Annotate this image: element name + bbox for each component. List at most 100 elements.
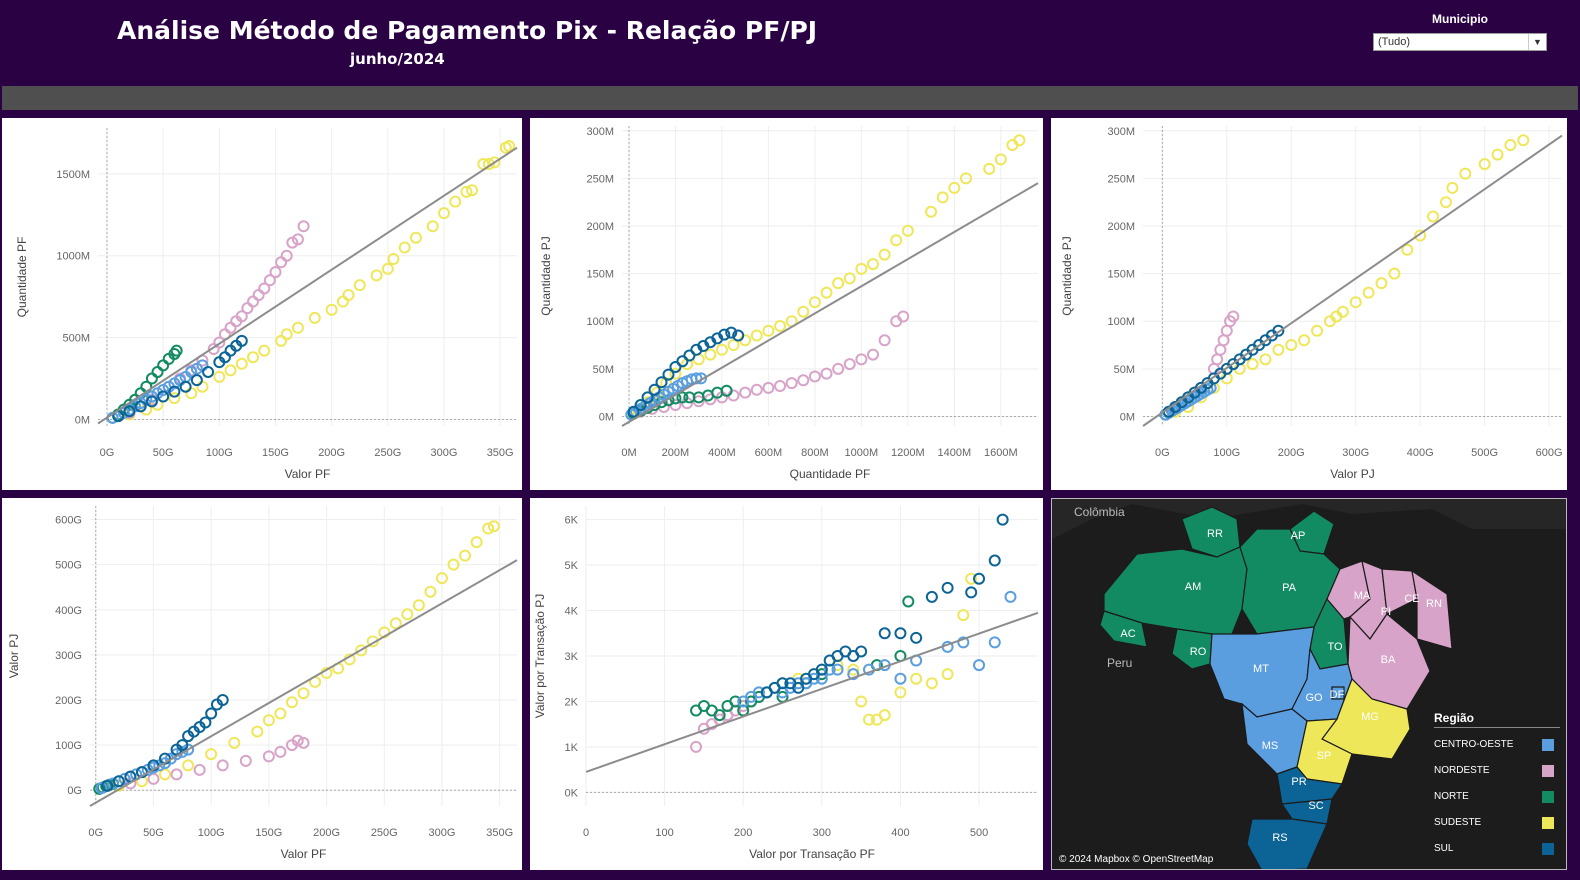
legend-item-sul[interactable]: SUL — [1434, 836, 1560, 862]
data-point-nordeste[interactable] — [216, 759, 229, 772]
data-point-nordeste[interactable] — [1227, 310, 1240, 323]
data-point-sudeste[interactable] — [1517, 134, 1530, 147]
legend-item-sudeste[interactable]: SUDESTE — [1434, 810, 1560, 836]
data-point-sul[interactable] — [965, 586, 978, 599]
data-point-sudeste[interactable] — [1414, 229, 1427, 242]
data-point-nordeste[interactable] — [297, 736, 310, 749]
data-point-sul[interactable] — [112, 775, 125, 788]
data-point-centro-oeste[interactable] — [894, 672, 907, 685]
data-point-sudeste[interactable] — [370, 269, 383, 282]
data-point-sudeste[interactable] — [353, 279, 366, 292]
state-ac[interactable] — [1099, 610, 1148, 648]
data-point-sudeste[interactable] — [948, 181, 961, 194]
data-point-sudeste[interactable] — [936, 191, 949, 204]
state-ro[interactable] — [1171, 628, 1213, 670]
data-point-nordeste[interactable] — [258, 282, 271, 295]
data-point-sul[interactable] — [627, 405, 640, 418]
data-point-sudeste[interactable] — [1298, 334, 1311, 347]
data-point-sudeste[interactable] — [342, 289, 355, 302]
data-point-nordeste[interactable] — [252, 289, 265, 302]
data-point-nordeste[interactable] — [170, 768, 183, 781]
data-point-sul[interactable] — [894, 627, 907, 640]
data-point-sudeste[interactable] — [704, 348, 717, 361]
data-point-sudeste[interactable] — [1439, 196, 1452, 209]
data-point-sudeste[interactable] — [262, 714, 275, 727]
data-point-sudeste[interactable] — [488, 156, 501, 169]
data-point-sudeste[interactable] — [205, 748, 218, 761]
data-point-sudeste[interactable] — [797, 305, 810, 318]
trend-line[interactable] — [621, 182, 1039, 427]
data-point-sudeste[interactable] — [389, 617, 402, 630]
data-point-nordeste[interactable] — [878, 334, 891, 347]
data-point-sudeste[interactable] — [401, 608, 414, 621]
data-point-sudeste[interactable] — [1285, 339, 1298, 352]
data-point-sudeste[interactable] — [412, 599, 425, 612]
data-point-sul[interactable] — [202, 365, 215, 378]
data-point-sudeste[interactable] — [251, 725, 264, 738]
data-point-sudeste[interactable] — [941, 668, 954, 681]
data-point-nordeste[interactable] — [820, 367, 833, 380]
data-point-sul[interactable] — [641, 391, 654, 404]
data-point-sudeste[interactable] — [1504, 139, 1517, 152]
data-point-sul[interactable] — [157, 390, 170, 403]
data-point-centro-oeste[interactable] — [95, 781, 108, 794]
data-point-nordeste[interactable] — [750, 383, 763, 396]
data-point-sudeste[interactable] — [959, 172, 972, 185]
data-point-centro-oeste[interactable] — [807, 672, 820, 685]
data-point-sul[interactable] — [732, 329, 745, 342]
data-point-sudeste[interactable] — [274, 707, 287, 720]
data-point-sudeste[interactable] — [280, 328, 293, 341]
data-point-sudeste[interactable] — [1259, 353, 1272, 366]
data-point-norte[interactable] — [151, 365, 164, 378]
data-point-sudeste[interactable] — [847, 663, 860, 676]
data-point-sudeste[interactable] — [994, 153, 1007, 166]
scatter-valor-pf-vs-quantidade-pf[interactable]: 0M 500M 1000M 1500M 0G 50G 100G 150G 200G 250G 300… — [2, 118, 522, 490]
data-point-sul[interactable] — [176, 739, 189, 752]
data-point-nordeste[interactable] — [291, 233, 304, 246]
data-point-nordeste[interactable] — [785, 377, 798, 390]
data-point-sul[interactable] — [199, 716, 212, 729]
data-point-sudeste[interactable] — [762, 324, 775, 337]
scatter-valor-pf-vs-valor-pj[interactable]: 0G 100G 200G 300G 400G 500G 600G 0G 50G 100G 150G 2… — [2, 498, 522, 870]
data-point-nordeste[interactable] — [843, 358, 856, 371]
data-point-sul[interactable] — [815, 663, 828, 676]
data-point-sul[interactable] — [168, 385, 181, 398]
data-point-sudeste[interactable] — [355, 644, 368, 657]
data-point-nordeste[interactable] — [247, 295, 260, 308]
data-point-sudeste[interactable] — [1427, 210, 1440, 223]
data-point-sul[interactable] — [855, 645, 868, 658]
data-point-sudeste[interactable] — [669, 367, 682, 380]
data-point-sudeste[interactable] — [409, 231, 422, 244]
data-point-sul[interactable] — [676, 355, 689, 368]
data-point-sudeste[interactable] — [247, 351, 260, 364]
data-point-sudeste[interactable] — [228, 736, 241, 749]
legend-item-centro-oeste[interactable]: CENTRO-OESTE — [1434, 732, 1560, 758]
chevron-down-icon[interactable]: ▼ — [1528, 34, 1546, 50]
data-point-norte[interactable] — [676, 391, 689, 404]
data-point-nordeste[interactable] — [269, 266, 282, 279]
data-point-sudeste[interactable] — [449, 195, 462, 208]
trend-line[interactable] — [89, 559, 518, 807]
data-point-sudeste[interactable] — [925, 205, 938, 218]
data-point-nordeste[interactable] — [239, 754, 252, 767]
data-point-sudeste[interactable] — [168, 392, 181, 405]
data-point-nordeste[interactable] — [866, 348, 879, 361]
data-point-sudeste[interactable] — [325, 303, 338, 316]
data-point-sudeste[interactable] — [855, 695, 868, 708]
data-point-sudeste[interactable] — [398, 241, 411, 254]
data-point-nordeste[interactable] — [275, 256, 288, 269]
data-point-sudeste[interactable] — [878, 248, 891, 261]
data-point-nordeste[interactable] — [263, 274, 276, 287]
data-point-sudeste[interactable] — [503, 140, 516, 153]
data-point-sudeste[interactable] — [832, 277, 845, 290]
data-point-sul[interactable] — [662, 368, 675, 381]
data-point-sudeste[interactable] — [774, 320, 787, 332]
data-point-centro-oeste[interactable] — [973, 659, 986, 672]
legend-item-norte[interactable]: NORTE — [1434, 784, 1560, 810]
data-point-sudeste[interactable] — [1349, 296, 1362, 309]
data-point-centro-oeste[interactable] — [752, 686, 765, 699]
data-point-sudeste[interactable] — [159, 768, 172, 781]
state-rs[interactable] — [1246, 818, 1328, 870]
data-point-sudeste[interactable] — [387, 252, 400, 265]
data-point-nordeste[interactable] — [193, 763, 206, 776]
